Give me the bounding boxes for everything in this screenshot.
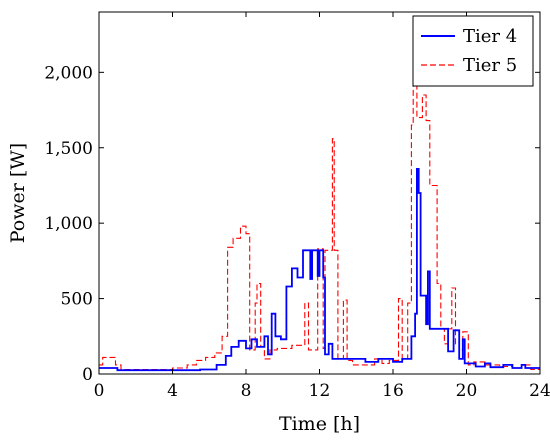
y-tick-label: 2,000	[44, 63, 93, 83]
y-tick-label: 500	[61, 290, 93, 310]
x-tick-label: 4	[167, 381, 178, 401]
x-tick-label: 8	[241, 381, 252, 401]
y-axis-label: Power [W]	[7, 143, 29, 243]
x-tick-label: 12	[309, 381, 331, 401]
x-tick-label: 0	[94, 381, 105, 401]
legend-label-tier-5: Tier 5	[463, 55, 517, 76]
x-axis-label: Time [h]	[279, 413, 360, 435]
x-tick-label: 20	[456, 381, 478, 401]
y-tick-label: 1,500	[44, 139, 93, 159]
legend: Tier 4 Tier 5	[412, 15, 534, 87]
series-line-tier-4	[99, 168, 540, 372]
x-tick-label: 16	[382, 381, 404, 401]
series-layer	[99, 37, 540, 372]
ticks-layer: 0 4 8 12 16 20 24 0 500 1,000 1,500 2,000	[44, 12, 550, 401]
y-tick-label: 0	[82, 365, 93, 385]
y-tick-label: 1,000	[44, 214, 93, 234]
legend-label-tier-4: Tier 4	[463, 26, 517, 47]
x-tick-label: 24	[529, 381, 550, 401]
legend-box	[412, 15, 534, 87]
series-line-tier-5	[99, 37, 540, 371]
